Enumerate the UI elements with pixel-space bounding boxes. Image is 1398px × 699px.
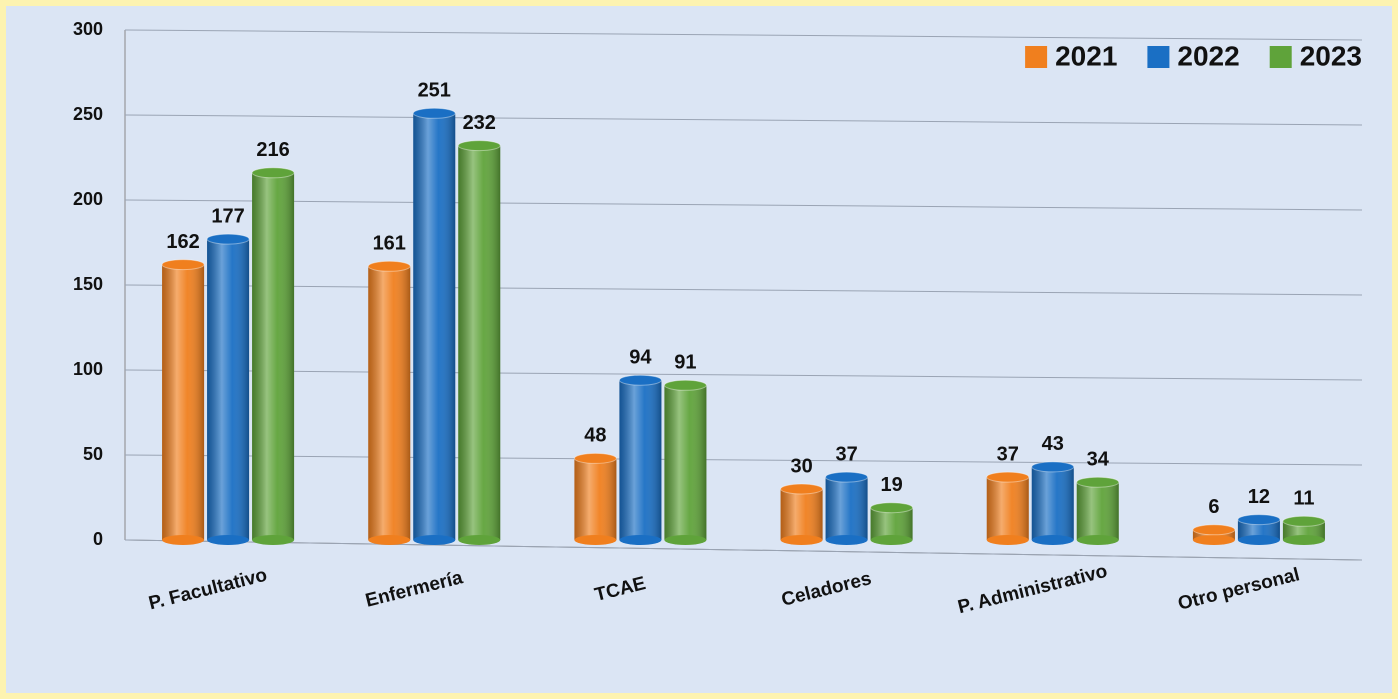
bar-shading [780, 489, 823, 540]
value-label: 43 [1042, 433, 1064, 455]
legend-label: 2022 [1177, 40, 1239, 71]
bar-shading [413, 113, 456, 541]
value-label: 216 [256, 139, 289, 161]
y-tick-label: 250 [73, 104, 103, 124]
bar-shading [252, 172, 295, 541]
value-label: 6 [1208, 496, 1219, 518]
bar-shading [870, 507, 913, 540]
bar-shading [574, 458, 617, 540]
bar-shading [162, 264, 205, 540]
value-label: 30 [790, 455, 812, 477]
bar-base [1192, 535, 1235, 545]
bar-shading [1237, 519, 1280, 540]
value-label: 48 [584, 425, 606, 447]
bar-base [986, 535, 1029, 545]
grid-line [124, 539, 1363, 561]
bar-shading [986, 477, 1029, 540]
bar-shading [619, 380, 662, 540]
bar-top [1192, 524, 1236, 536]
bar-base [413, 535, 456, 545]
grid-line [124, 284, 1363, 296]
bar-top [663, 379, 707, 391]
legend-swatch [1147, 46, 1170, 68]
grid-line [124, 114, 1363, 126]
grid-line [124, 369, 1363, 381]
legend-swatch [1025, 46, 1048, 68]
bar-top [412, 107, 456, 119]
bar-top [825, 471, 869, 483]
value-label: 19 [880, 474, 902, 496]
bar-base [780, 535, 823, 545]
bar-shading [1076, 482, 1119, 540]
bar-top [618, 374, 662, 386]
bar-top [870, 502, 914, 514]
bar-top [573, 452, 617, 464]
y-tick-label: 150 [73, 274, 103, 294]
grid-line [124, 29, 1363, 41]
bar-top [1237, 514, 1281, 526]
legend-label: 2021 [1055, 40, 1117, 71]
bar-shading [825, 477, 868, 540]
bar-shading [664, 385, 707, 540]
bar-top [1076, 476, 1120, 488]
bar-base [458, 535, 501, 545]
legend-swatch [1269, 46, 1292, 68]
grid-line [124, 199, 1363, 211]
value-label: 37 [835, 443, 857, 465]
bar-shading [1192, 529, 1235, 540]
bar-top [986, 471, 1030, 483]
bar-base [1237, 535, 1280, 545]
bar-top [206, 233, 250, 245]
grid-line [124, 454, 1363, 466]
bar-top [780, 483, 824, 495]
value-label: 232 [463, 112, 496, 134]
y-tick-label: 0 [93, 529, 103, 549]
bar-top [1031, 461, 1075, 473]
bar-base [1282, 535, 1325, 545]
bar-base [825, 535, 868, 545]
bar-base [574, 535, 617, 545]
legend-label: 2023 [1300, 40, 1362, 71]
value-label: 91 [674, 352, 696, 374]
bar-top [367, 260, 411, 272]
bar-shading [1282, 521, 1325, 540]
bar-top [1282, 515, 1326, 527]
bar-top [457, 140, 501, 152]
bar-shading [1031, 466, 1074, 540]
bar-shading [207, 239, 250, 540]
value-label: 11 [1293, 488, 1314, 510]
y-tick-label: 200 [73, 189, 103, 209]
value-label: 162 [166, 231, 199, 253]
value-label: 37 [997, 443, 1019, 465]
value-label: 177 [211, 205, 244, 227]
bar-base [252, 535, 295, 545]
bar-base [1031, 535, 1074, 545]
y-tick-label: 100 [73, 359, 103, 379]
y-tick-label: 300 [73, 19, 103, 39]
value-label: 34 [1087, 448, 1110, 470]
bar-base [368, 535, 411, 545]
bar-base [162, 535, 205, 545]
bar-top [161, 259, 205, 271]
bar-base [870, 535, 913, 545]
value-label: 161 [373, 233, 406, 255]
bar-base [664, 535, 707, 545]
value-label: 94 [629, 346, 652, 368]
value-label: 251 [418, 80, 451, 102]
y-tick-label: 50 [83, 444, 103, 464]
bar-top [251, 167, 295, 179]
bar-base [619, 535, 662, 545]
bar-shading [458, 145, 501, 540]
bar-base [207, 535, 250, 545]
bar-shading [368, 266, 411, 540]
bar-base [1076, 535, 1119, 545]
value-label: 12 [1248, 486, 1270, 508]
